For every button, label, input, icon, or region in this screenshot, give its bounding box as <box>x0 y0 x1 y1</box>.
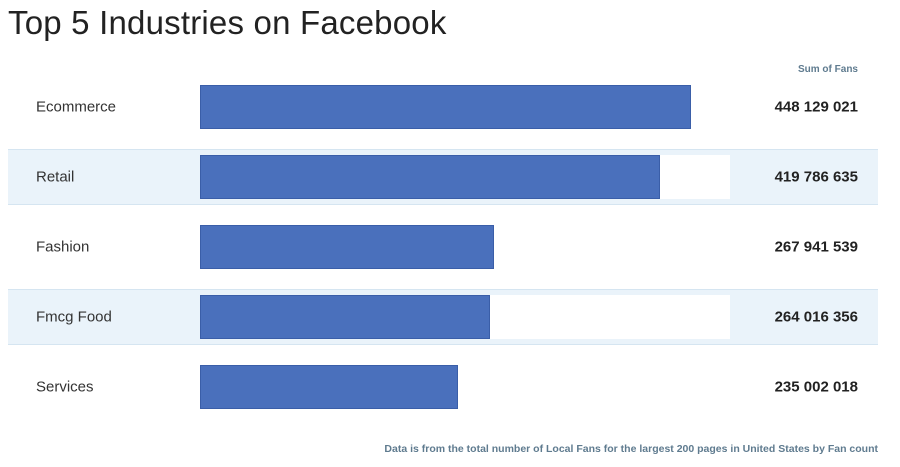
chart-row: Services 235 002 018 <box>8 360 878 414</box>
bar-chart: Ecommerce 448 129 021 Retail 419 786 635 Fas… <box>8 80 878 429</box>
category-label: Services <box>36 378 94 396</box>
bar-track <box>200 225 730 269</box>
chart-row: Fashion 267 941 539 <box>8 220 878 274</box>
footnote: Data is from the total number of Local F… <box>384 443 878 455</box>
chart-row: Retail 419 786 635 <box>8 149 878 205</box>
bar <box>200 85 691 129</box>
bar-track <box>200 85 730 129</box>
chart-row: Ecommerce 448 129 021 <box>8 80 878 134</box>
value-label: 267 941 539 <box>774 238 858 256</box>
value-label: 235 002 018 <box>774 378 858 396</box>
value-label: 419 786 635 <box>774 168 858 186</box>
bar <box>200 225 494 269</box>
bar-track <box>200 155 730 199</box>
bar <box>200 295 490 339</box>
bar-track <box>200 295 730 339</box>
category-label: Ecommerce <box>36 98 117 116</box>
chart-title: Top 5 Industries on Facebook <box>8 4 447 41</box>
value-label: 448 129 021 <box>774 98 858 116</box>
column-header-sum-of-fans: Sum of Fans <box>797 64 858 75</box>
bar-track <box>200 365 730 409</box>
category-label: Fashion <box>36 238 90 256</box>
category-label: Retail <box>36 168 75 186</box>
category-label: Fmcg Food <box>36 308 112 326</box>
value-label: 264 016 356 <box>774 308 858 326</box>
bar <box>200 155 660 199</box>
bar <box>200 365 458 409</box>
chart-row: Fmcg Food 264 016 356 <box>8 289 878 345</box>
